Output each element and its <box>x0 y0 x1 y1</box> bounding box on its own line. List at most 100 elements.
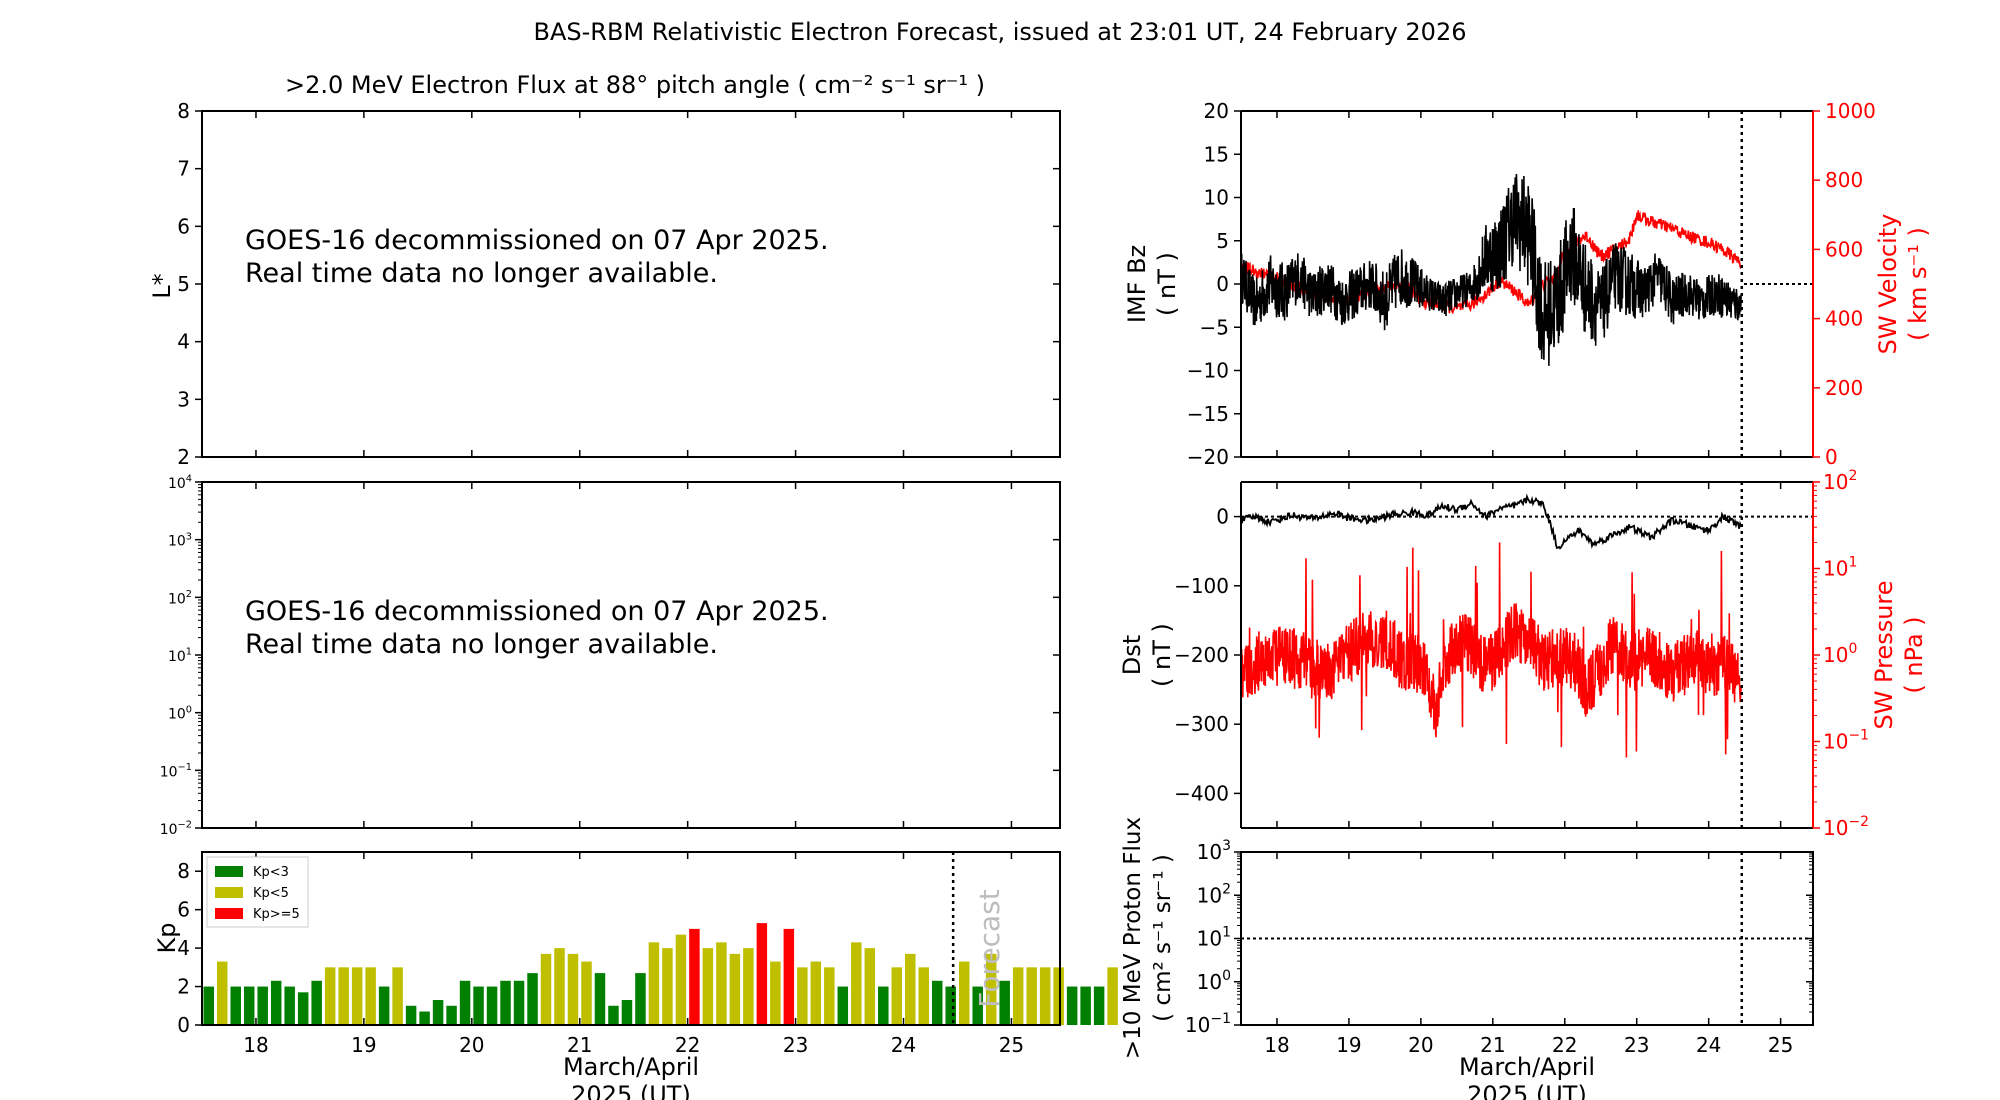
kp-bar <box>540 953 552 1025</box>
psw-y-tick-label: 101 <box>1823 555 1857 581</box>
vsw-y-tick-label: 600 <box>1825 237 1863 261</box>
proton-y-tick-label-base: 10 <box>1185 1013 1210 1037</box>
proton-y-tick-label-exp: 0 <box>1222 968 1231 984</box>
vsw-y-tick-label: 400 <box>1825 307 1863 331</box>
kp-bar <box>1080 986 1091 1025</box>
proton-y-tick-label: 100 <box>1197 968 1231 994</box>
kp-bar <box>1107 967 1118 1025</box>
kp-y-ticks: 0 2 4 6 8 <box>177 859 202 1037</box>
kp-bar <box>662 948 673 1025</box>
lstar-y-tick-label: 5 <box>177 272 190 296</box>
kp-bar <box>432 1000 444 1025</box>
figure-title: BAS-RBM Relativistic Electron Forecast, … <box>534 18 1467 46</box>
x-tick-label: 25 <box>999 1033 1024 1057</box>
kp-bar <box>958 961 970 1025</box>
proton-x-ticks: 18 19 20 21 22 23 24 25 <box>1264 852 1793 1057</box>
flux-y-tick-label-exp: 2 <box>186 589 192 600</box>
kp-bar <box>446 1005 457 1025</box>
flux-y-tick-label: 10−2 <box>160 820 192 838</box>
kp-frame <box>201 851 1061 1026</box>
vsw-y-tick-label: 1000 <box>1825 99 1876 123</box>
vsw-y-tick-label: 0 <box>1825 445 1838 469</box>
kp-bar <box>513 980 525 1025</box>
flux-y-tick-label-base: 10 <box>160 822 178 838</box>
psw-y-tick-label-base: 10 <box>1823 470 1848 494</box>
proton-y-tick-label-exp: −1 <box>1210 1011 1231 1027</box>
flux-y-tick-label-base: 10 <box>168 707 186 723</box>
bz-series <box>1240 173 1742 366</box>
psw-y-tick-label: 10−2 <box>1823 814 1869 840</box>
flux-y-tick-label: 100 <box>168 704 192 722</box>
kp-y-tick-label: 4 <box>177 936 190 960</box>
kp-bar <box>1053 967 1064 1025</box>
kp-y-tick-label: 0 <box>177 1013 190 1037</box>
proton-y-tick-label-base: 10 <box>1197 840 1222 864</box>
kp-bar <box>972 986 983 1025</box>
kp-bar <box>918 967 929 1025</box>
proton-y-tick-label: 10−1 <box>1185 1011 1231 1037</box>
kp-bar <box>797 967 808 1025</box>
kp-bar <box>378 986 390 1025</box>
lstar-y-tick-label: 3 <box>177 387 190 411</box>
lstar-message-line2: Real time data no longer available. <box>245 258 718 289</box>
kp-bar <box>338 967 349 1025</box>
psw-y-tick-label-base: 10 <box>1823 816 1848 840</box>
x-tick-label: 21 <box>1480 1033 1505 1057</box>
flux-y-tick-label-base: 10 <box>168 476 186 492</box>
x-tick-label: 25 <box>1768 1033 1793 1057</box>
x-tick-label: 20 <box>459 1033 484 1057</box>
kp-bar <box>891 967 903 1025</box>
bz-x-ticks <box>1276 111 1782 457</box>
proton-y-tick-label-exp: 3 <box>1222 838 1231 854</box>
flux-x-ticks <box>255 482 1013 828</box>
kp-bar <box>216 961 228 1025</box>
flux-y-tick-label: 104 <box>168 474 192 492</box>
flux-y-tick-label-exp: 3 <box>186 531 192 542</box>
lstar-y-tick-label: 8 <box>177 99 190 123</box>
x-tick-label: 18 <box>1264 1033 1289 1057</box>
kp-bar <box>851 942 862 1025</box>
panel-bz-vsw: −20 −15 −10 −5 0 5 10 15 20 0 200 400 600 800 1000 IM… <box>1123 99 1932 469</box>
kp-bar <box>230 986 241 1025</box>
x-tick-label: 19 <box>1336 1033 1361 1057</box>
kp-bar <box>324 967 336 1025</box>
psw-y-tick-label-base: 10 <box>1823 643 1848 667</box>
kp-bar <box>1066 986 1078 1025</box>
x-tick-label: 24 <box>1696 1033 1721 1057</box>
vsw-y-tick-label: 200 <box>1825 376 1863 400</box>
x-tick-label: 20 <box>1408 1033 1433 1057</box>
legend-label-kp-lt5: Kp<5 <box>253 886 289 901</box>
dst-ylabel-line2: ( nT ) <box>1148 623 1176 687</box>
flux-message-line1: GOES-16 decommissioned on 07 Apr 2025. <box>245 596 829 627</box>
proton-y-tick-label: 103 <box>1197 838 1231 864</box>
kp-bar <box>716 942 727 1025</box>
kp-bar <box>486 986 498 1025</box>
kp-bar <box>567 953 579 1025</box>
kp-y-tick-label: 8 <box>177 859 190 883</box>
kp-bar <box>203 986 214 1025</box>
flux-y-tick-label-exp: −2 <box>178 820 192 831</box>
flux-y-tick-label-exp: 4 <box>186 474 192 485</box>
dst-series <box>1240 493 1742 550</box>
x-tick-label: 18 <box>243 1033 268 1057</box>
kp-bar <box>905 953 916 1025</box>
psw-series <box>1240 542 1742 758</box>
proton-ylabel-line1: >10 MeV Proton Flux <box>1120 817 1146 1059</box>
kp-bar <box>729 953 741 1025</box>
flux-y-tick-label-base: 10 <box>168 534 186 550</box>
flux-y-tick-label: 102 <box>168 589 192 607</box>
bz-ylabel-line1: IMF Bz <box>1123 245 1151 323</box>
flux-y-tick-label-exp: 0 <box>186 704 192 715</box>
kp-bar <box>824 967 835 1025</box>
psw-ylabel-line2: ( nPa ) <box>1900 616 1928 693</box>
flux-y-tick-label-exp: −1 <box>178 762 192 773</box>
kp-bar <box>608 1005 619 1025</box>
kp-forecast-label: Forecast <box>973 889 1006 1008</box>
bz-y-tick-label: −20 <box>1187 445 1229 469</box>
dst-y-tick-label: 0 <box>1216 505 1229 529</box>
proton-xlabel-line1: March/April <box>1459 1053 1595 1081</box>
kp-bar <box>257 986 268 1025</box>
